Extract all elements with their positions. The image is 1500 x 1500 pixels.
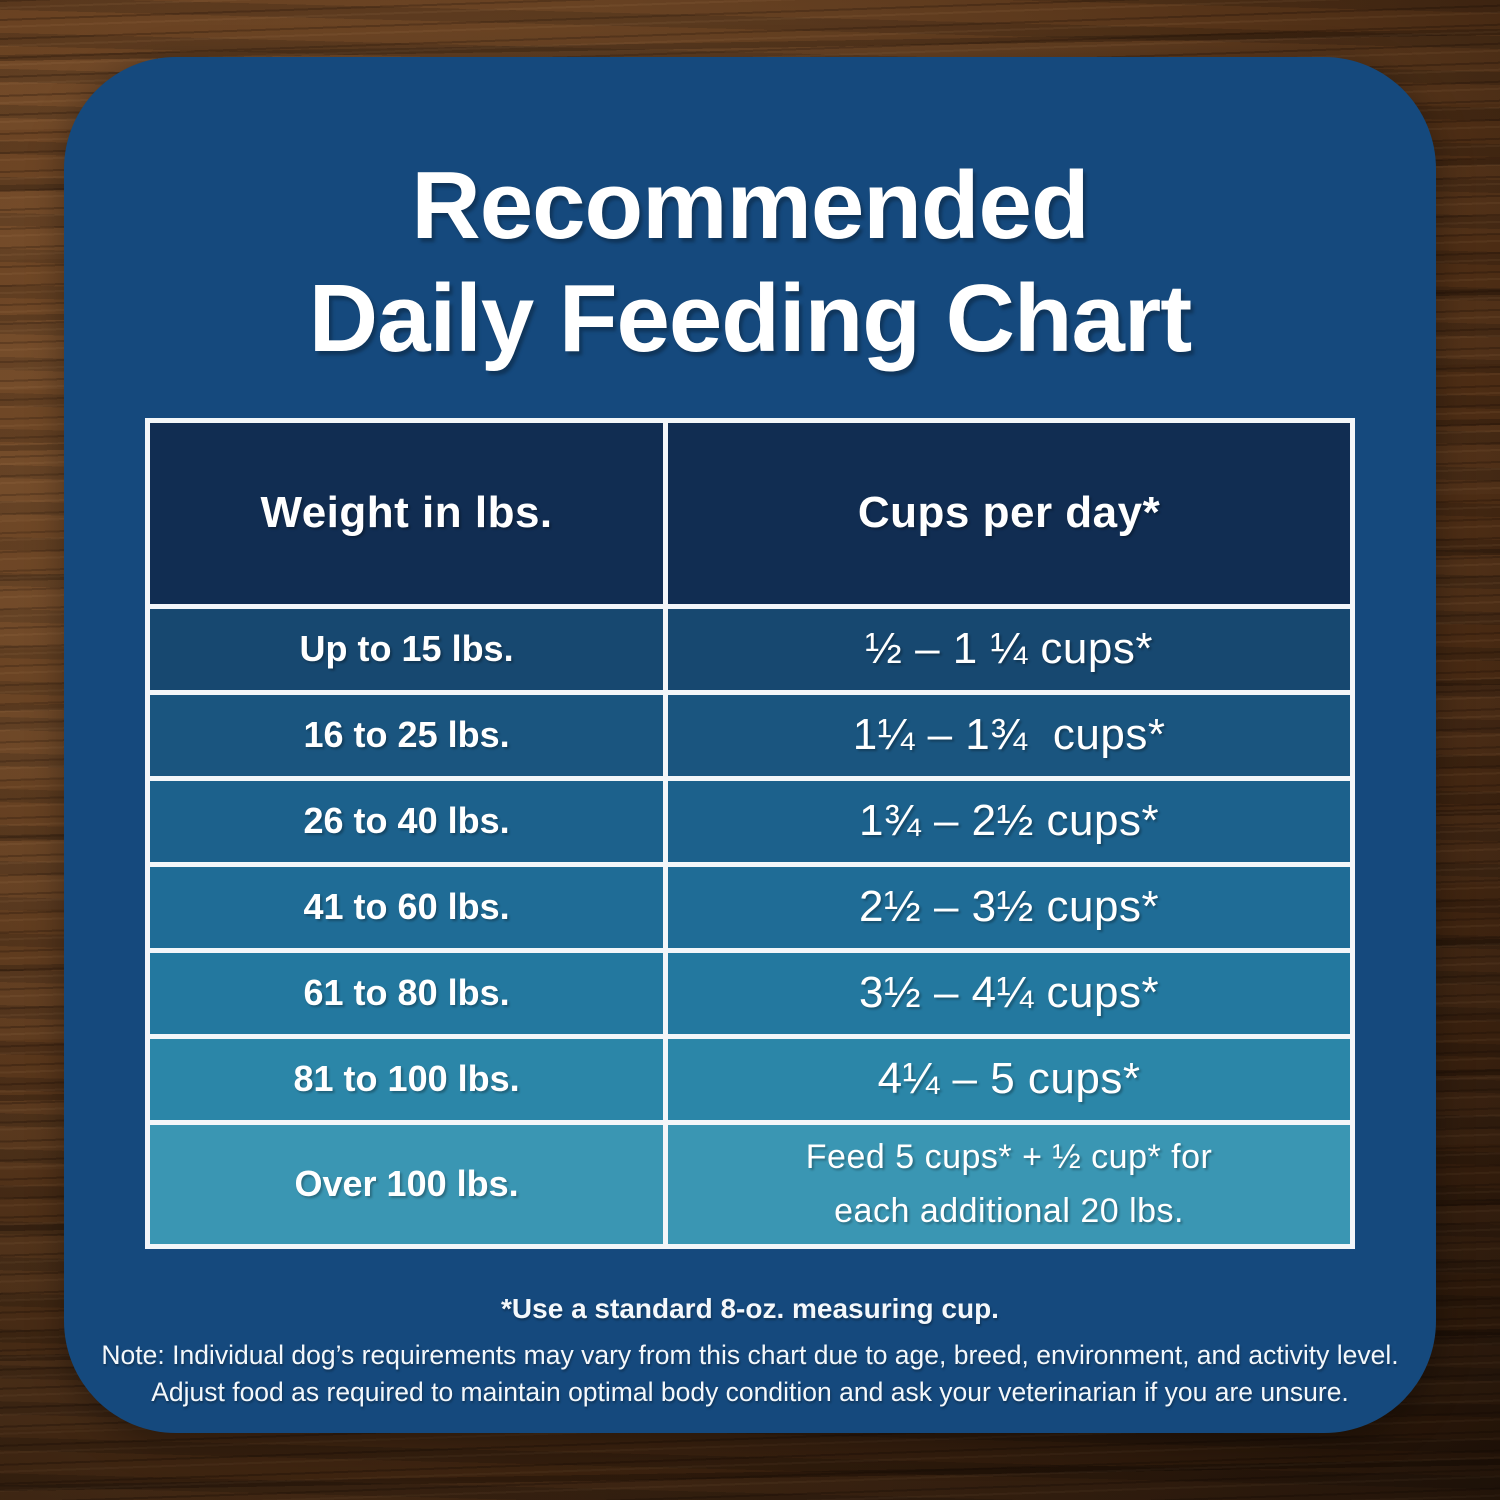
weight-cell: 41 to 60 lbs. [144, 861, 669, 953]
table-row: Over 100 lbs. Feed 5 cups* + ½ cup* for … [144, 1119, 1355, 1249]
table-header-row: Weight in lbs. Cups per day* [144, 417, 1355, 609]
cups-cell: 1¾ – 2½ cups* [663, 775, 1355, 867]
chart-title: Recommended Daily Feeding Chart [308, 152, 1193, 373]
cups-cell: 2½ – 3½ cups* [663, 861, 1355, 953]
footnotes: *Use a standard 8-oz. measuring cup. Not… [64, 1293, 1436, 1412]
footnote-disclaimer: Note: Individual dog’s requirements may … [101, 1339, 1399, 1408]
weight-cell: Over 100 lbs. [144, 1119, 669, 1249]
cups-cell: 1¼ – 1¾ cups* [663, 689, 1355, 781]
cups-cell: ½ – 1 ¼ cups* [663, 603, 1355, 695]
header-weight-cell: Weight in lbs. [144, 417, 669, 609]
weight-cell: Up to 15 lbs. [144, 603, 669, 695]
cups-cell: 3½ – 4¼ cups* [663, 947, 1355, 1039]
table-row: 61 to 80 lbs. 3½ – 4¼ cups* [144, 947, 1355, 1039]
feeding-chart-card: Recommended Daily Feeding Chart Weight i… [64, 57, 1436, 1433]
weight-cell: 81 to 100 lbs. [144, 1033, 669, 1125]
cups-cell: Feed 5 cups* + ½ cup* for each additiona… [663, 1119, 1355, 1249]
table-row: 41 to 60 lbs. 2½ – 3½ cups* [144, 861, 1355, 953]
feeding-table: Weight in lbs. Cups per day* Up to 15 lb… [144, 417, 1355, 1249]
weight-cell: 61 to 80 lbs. [144, 947, 669, 1039]
weight-cell: 16 to 25 lbs. [144, 689, 669, 781]
table-row: 81 to 100 lbs. 4¼ – 5 cups* [144, 1033, 1355, 1125]
weight-cell: 26 to 40 lbs. [144, 775, 669, 867]
header-cups-cell: Cups per day* [663, 417, 1355, 609]
footnote-measuring-cup: *Use a standard 8-oz. measuring cup. [501, 1292, 999, 1324]
table-row: Up to 15 lbs. ½ – 1 ¼ cups* [144, 603, 1355, 695]
table-row: 16 to 25 lbs. 1¼ – 1¾ cups* [144, 689, 1355, 781]
table-row: 26 to 40 lbs. 1¾ – 2½ cups* [144, 775, 1355, 867]
cups-cell: 4¼ – 5 cups* [663, 1033, 1355, 1125]
